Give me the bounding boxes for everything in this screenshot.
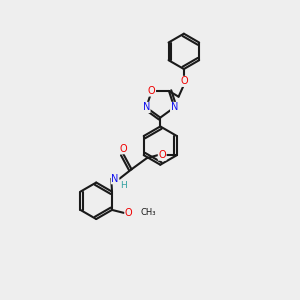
Text: N: N bbox=[171, 102, 178, 112]
Text: O: O bbox=[180, 76, 188, 86]
Text: O: O bbox=[148, 86, 155, 96]
Text: N: N bbox=[142, 102, 150, 112]
Text: CH₃: CH₃ bbox=[141, 208, 156, 217]
Text: O: O bbox=[119, 144, 127, 154]
Text: O: O bbox=[158, 150, 166, 160]
Text: O: O bbox=[125, 208, 133, 218]
Text: N: N bbox=[111, 174, 119, 184]
Text: H: H bbox=[120, 181, 127, 190]
